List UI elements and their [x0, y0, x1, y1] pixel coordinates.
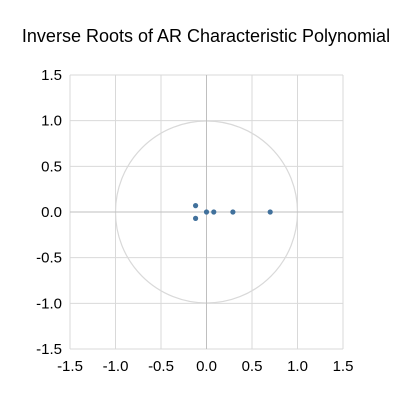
data-point — [267, 209, 273, 215]
y-tick-label: -0.5 — [36, 250, 62, 267]
x-tick-label: -0.5 — [148, 358, 174, 375]
data-point — [230, 209, 236, 215]
y-tick-label: -1.5 — [36, 341, 62, 358]
data-point — [203, 209, 210, 215]
data-point — [192, 203, 199, 209]
y-tick-label: 1.5 — [41, 67, 62, 84]
x-tick-label: 1.0 — [287, 358, 308, 375]
y-tick-label: 0.5 — [41, 158, 62, 175]
chart-title: Inverse Roots of AR Characteristic Polyn… — [21, 26, 391, 46]
x-tick-label: 0.0 — [196, 358, 217, 375]
x-tick-label: 0.5 — [242, 358, 263, 375]
y-tick-label: 1.0 — [41, 113, 62, 130]
x-tick-label: -1.0 — [103, 358, 129, 375]
x-tick-label: 1.5 — [333, 358, 354, 375]
data-point — [211, 209, 217, 215]
x-tick-label: -1.5 — [57, 358, 83, 375]
y-tick-label: -1.0 — [36, 295, 62, 312]
data-points — [192, 203, 273, 221]
y-tick-label: 0.0 — [41, 204, 62, 221]
tick-labels: -1.5 -1.0 -0.5 0.0 0.5 1.0 1.5 1.5 1.0 0.5 0.0 -0.5… — [36, 67, 353, 375]
data-point — [192, 215, 199, 221]
